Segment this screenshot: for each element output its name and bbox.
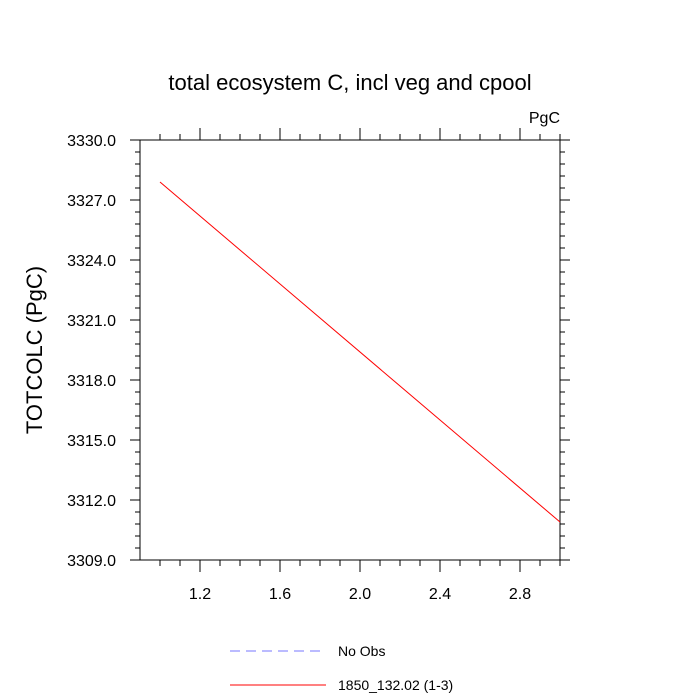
x-tick-label: 2.4 [429,586,451,603]
x-tick-labels: 1.2 1.6 2.0 2.4 2.8 [189,586,531,603]
y-tick-label: 3321.0 [67,313,116,330]
units-label: PgC [529,110,560,127]
y-axis-label: TOTCOLC (PgC) [22,266,47,434]
x-tick-label: 1.6 [269,586,291,603]
plot-area [139,139,561,561]
y-tick-label: 3324.0 [67,253,116,270]
series-line [159,181,561,523]
y-tick-label: 3312.0 [67,493,116,510]
y-tick-labels: 3309.0 3312.0 3315.0 3318.0 3321.0 3324.0 3327… [67,133,116,570]
x-tick-label: 2.0 [349,586,371,603]
y-tick-label: 3309.0 [67,553,116,570]
chart-title: total ecosystem C, incl veg and cpool [168,70,531,95]
legend: No Obs 1850_132.02 (1-3) [230,643,453,693]
legend-label: No Obs [338,643,385,659]
series-lines [159,181,561,523]
plot-frame [139,139,561,561]
x-tick-label: 1.2 [189,586,211,603]
y-tick-label: 3318.0 [67,373,116,390]
x-tick-label: 2.8 [509,586,531,603]
y-tick-label: 3330.0 [67,133,116,150]
axis-ticks [130,128,570,572]
y-tick-label: 3315.0 [67,433,116,450]
y-tick-label: 3327.0 [67,193,116,210]
legend-label: 1850_132.02 (1-3) [338,677,453,693]
